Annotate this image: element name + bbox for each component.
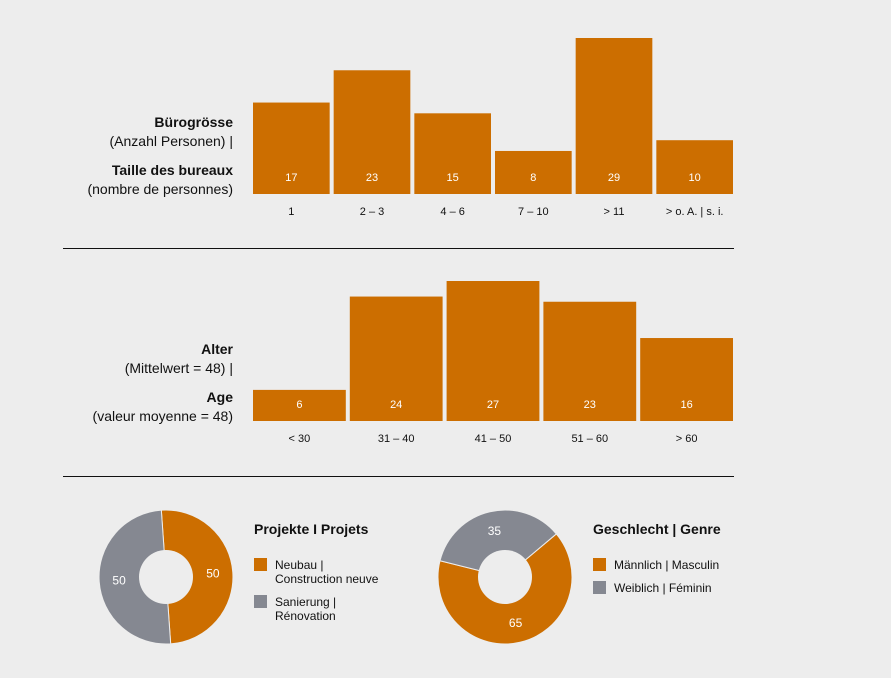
x-tick-label: > 60 (676, 433, 698, 445)
office-size-label: Bürogrösse (Anzahl Personen) | Taille de… (3, 113, 233, 199)
age-fr-title: Age (206, 389, 233, 405)
legend-swatch-gray (593, 581, 606, 594)
pie-value-label: 35 (488, 524, 502, 538)
bar-value-label: 23 (366, 172, 378, 184)
age-de-title: Alter (201, 341, 233, 357)
x-tick-label: > o. A. | s. i. (666, 206, 724, 218)
bar (575, 38, 653, 194)
pie-slice (160, 509, 234, 645)
donut-hole (139, 550, 193, 604)
x-tick-label: 51 – 60 (571, 433, 608, 445)
x-tick-label: < 30 (289, 433, 311, 445)
x-tick-label: 41 – 50 (475, 433, 512, 445)
x-tick-label: 7 – 10 (518, 206, 549, 218)
bar (495, 150, 572, 194)
projects-legend: Neubau | Construction neuve Sanierung | … (254, 558, 378, 632)
bar-value-label: 10 (689, 172, 701, 184)
x-tick-label: > 11 (604, 206, 625, 218)
projects-title: Projekte I Projets (254, 521, 369, 537)
divider-top (63, 248, 734, 249)
office-size-fr-subtitle: (nombre de personnes) (87, 181, 233, 197)
x-tick-label: 1 (288, 206, 294, 218)
office-size-de-subtitle: (Anzahl Personen) | (109, 133, 233, 149)
age-de-subtitle: (Mittelwert = 48) | (124, 360, 233, 376)
bar (333, 70, 411, 194)
age-fr-subtitle: (valeur moyenne = 48) (92, 408, 233, 424)
legend-label-female: Weiblich | Féminin (614, 581, 712, 595)
bar (640, 338, 733, 421)
legend-item-new-build: Neubau | Construction neuve (254, 558, 378, 586)
bar (656, 140, 733, 194)
legend-swatch-orange (254, 558, 267, 571)
legend-item-male: Männlich | Masculin (593, 558, 719, 572)
x-tick-label: 2 – 3 (360, 206, 384, 218)
gender-legend: Männlich | Masculin Weiblich | Féminin (593, 558, 719, 604)
pie-slice (98, 509, 172, 645)
donut-hole (478, 550, 532, 604)
bar (446, 281, 540, 421)
bar (543, 301, 637, 421)
bar (349, 296, 443, 421)
pie-value-label: 65 (509, 616, 523, 630)
legend-swatch-orange (593, 558, 606, 571)
x-tick-label: 31 – 40 (378, 433, 415, 445)
bar (253, 102, 330, 194)
bar-value-label: 27 (487, 399, 499, 411)
divider-bottom (63, 476, 734, 477)
legend-swatch-gray (254, 595, 267, 608)
bar-value-label: 6 (296, 399, 302, 411)
legend-item-female: Weiblich | Féminin (593, 581, 719, 595)
legend-item-renovation: Sanierung | Rénovation (254, 595, 378, 623)
legend-label-new-build: Neubau | Construction neuve (275, 558, 379, 586)
bar-value-label: 16 (680, 399, 692, 411)
office-size-fr-title: Taille des bureaux (111, 162, 233, 178)
pie-slice (439, 509, 558, 578)
pie-value-label: 50 (206, 567, 220, 581)
bar (253, 389, 346, 421)
bar-value-label: 17 (285, 172, 297, 184)
bar-value-label: 23 (584, 399, 596, 411)
legend-label-male: Männlich | Masculin (614, 558, 720, 572)
bar-value-label: 24 (390, 399, 402, 411)
pie-value-label: 50 (112, 573, 126, 587)
gender-title: Geschlecht | Genre (593, 521, 721, 537)
office-size-de-title: Bürogrösse (154, 114, 233, 130)
x-tick-label: 4 – 6 (440, 206, 464, 218)
bar-value-label: 8 (530, 172, 536, 184)
bar-value-label: 29 (608, 172, 620, 184)
age-label: Alter (Mittelwert = 48) | Age (valeur mo… (3, 340, 233, 426)
bar-value-label: 15 (447, 172, 459, 184)
legend-label-renovation: Sanierung | Rénovation (275, 595, 337, 623)
bar (414, 113, 491, 194)
